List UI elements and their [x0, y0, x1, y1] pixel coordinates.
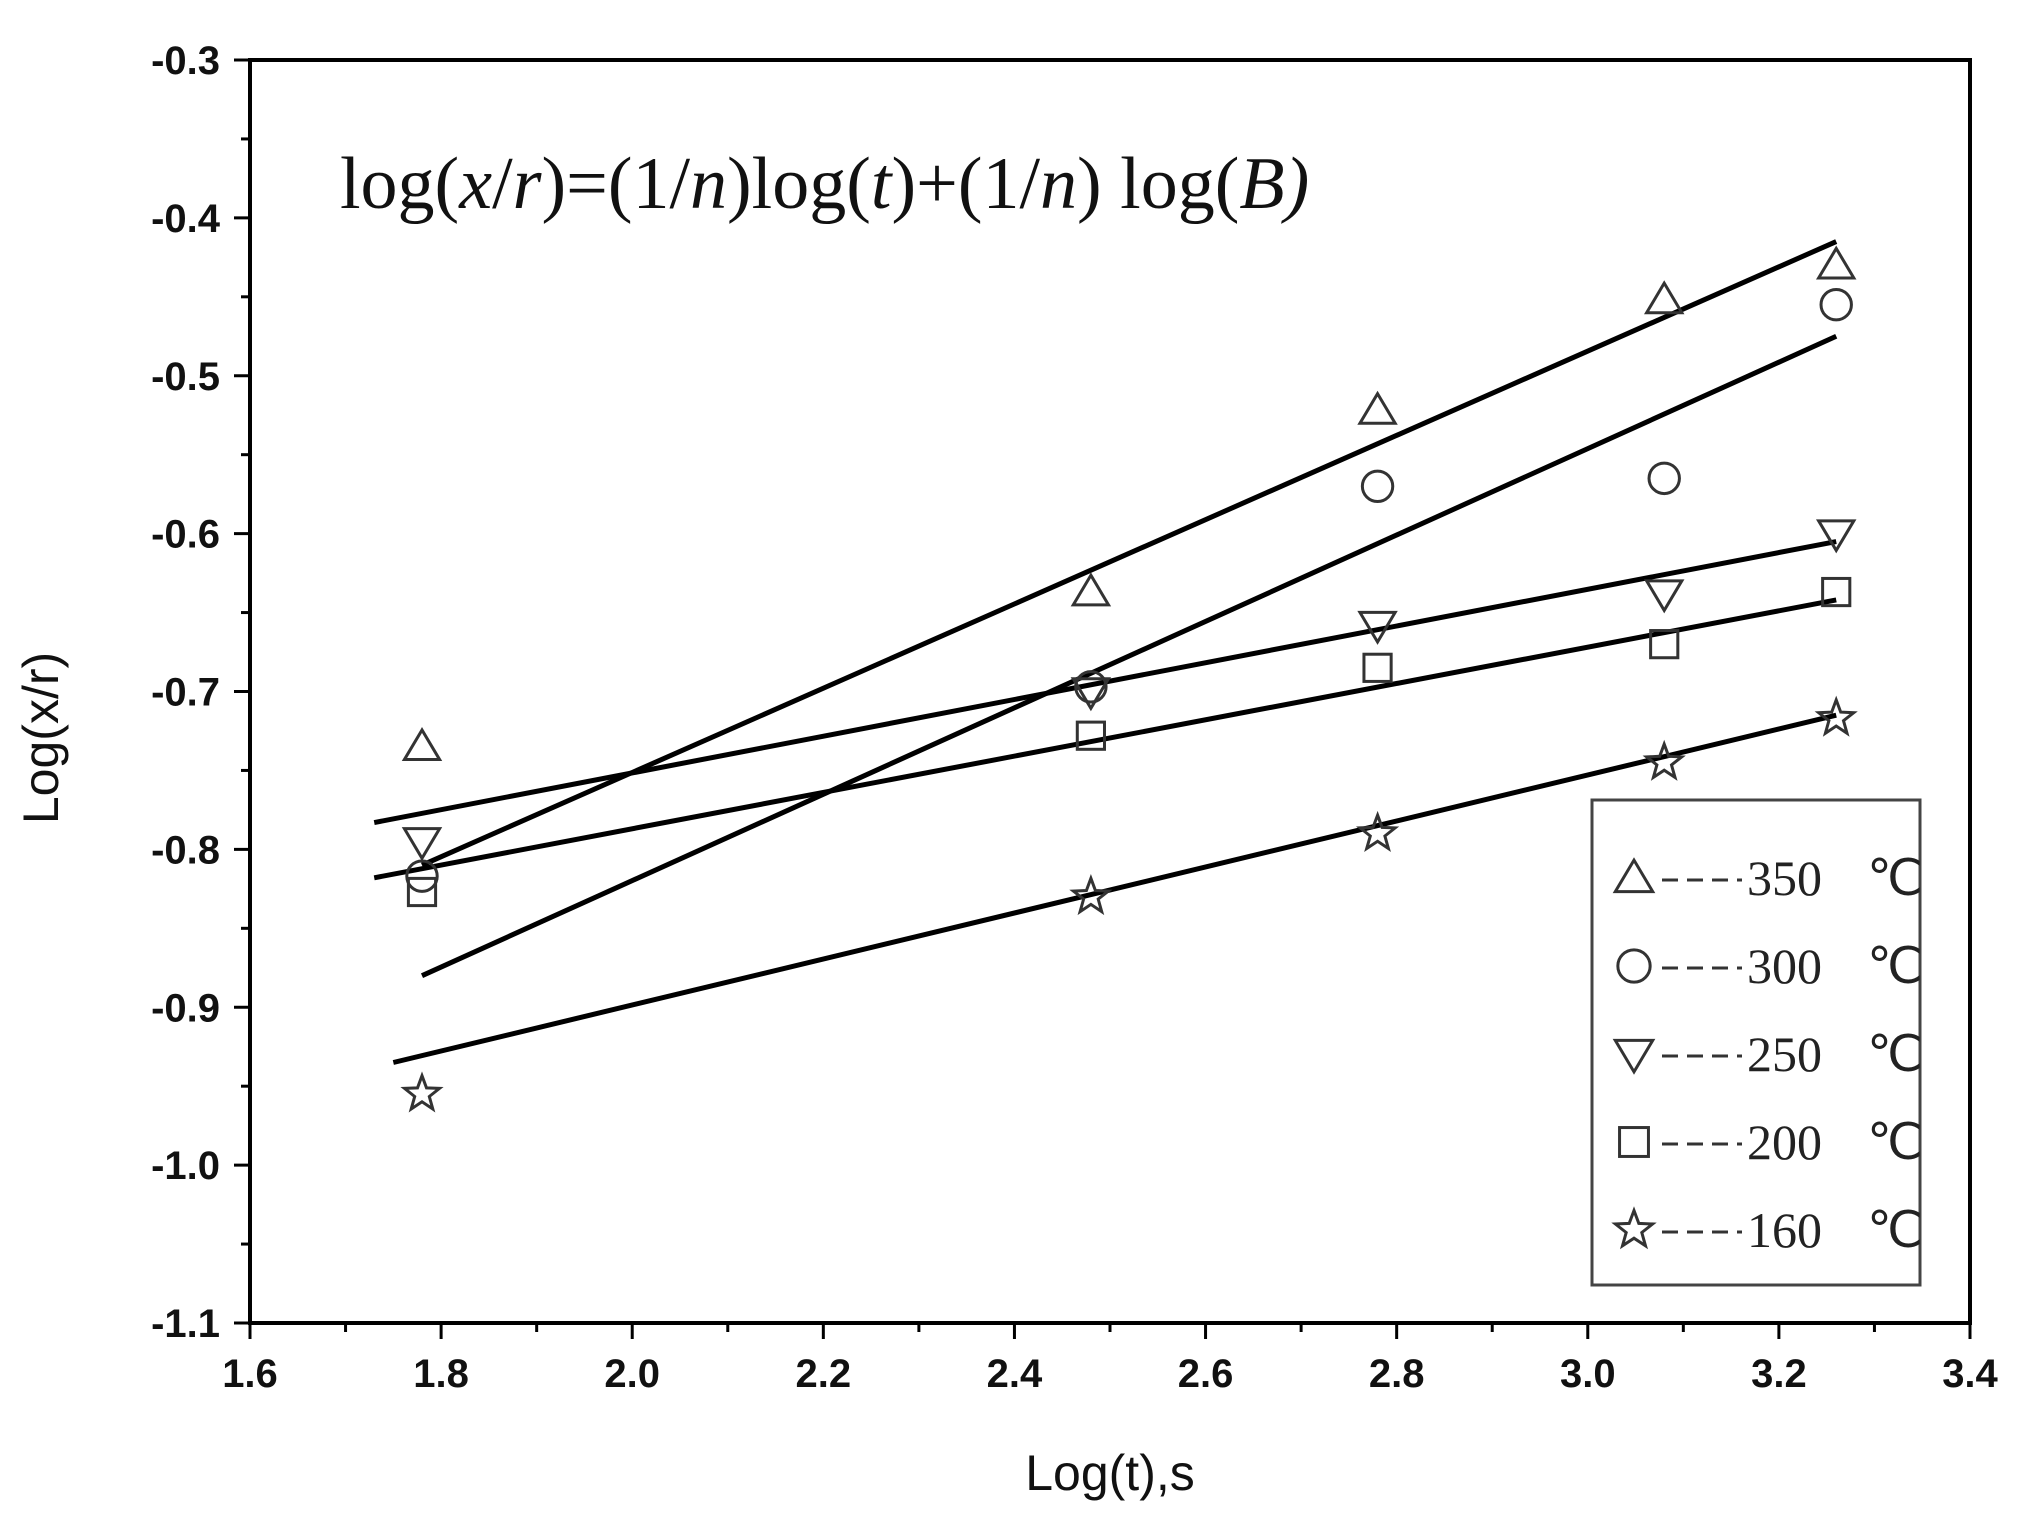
- equation-part: x: [458, 143, 492, 225]
- equation-part: )=(1/: [541, 143, 690, 225]
- legend-label: 200: [1747, 1114, 1822, 1170]
- legend-label: 160: [1747, 1202, 1822, 1258]
- data-markers: [400, 245, 1858, 1113]
- fit-line-350: [420, 239, 1838, 868]
- data-point-300: [1819, 288, 1853, 322]
- data-point-200: [406, 876, 438, 908]
- y-tick-label: -0.9: [151, 986, 220, 1030]
- y-tick-label: -0.3: [151, 39, 220, 83]
- equation-part: )log(: [727, 143, 871, 225]
- equation-annotation: log(x/r)=(1/n)log(t)+(1/n) log(B): [340, 143, 1309, 225]
- legend-label: 350: [1747, 850, 1822, 906]
- data-point-300: [1647, 461, 1681, 496]
- equation-part: n: [1040, 143, 1077, 225]
- data-point-250: [1070, 677, 1112, 712]
- legend-item-300: 300 ℃: [1616, 938, 1923, 994]
- axes: 1.6 1.8 2.0 2.2 2.4 2.6 2.8 3.0 3.2 3.4 -0.3 -0.4 -0…: [151, 39, 1998, 1396]
- fit-line-160: [392, 712, 1837, 1065]
- equation-part: /: [492, 143, 513, 225]
- data-point-250: [401, 827, 443, 862]
- data-point-300: [1360, 469, 1395, 503]
- data-point-350: [401, 727, 443, 762]
- x-tick-label: 2.0: [604, 1352, 660, 1396]
- data-point-350: [1357, 390, 1398, 425]
- y-tick-label: -0.7: [151, 671, 220, 715]
- x-tick-label: 3.4: [1942, 1352, 1998, 1396]
- y-tick-label: -1.0: [151, 1144, 220, 1188]
- legend-label: 250: [1747, 1026, 1822, 1082]
- legend-item-250: 250 ℃: [1612, 1026, 1923, 1082]
- data-point-200: [1821, 576, 1852, 608]
- legend-item-350: 350 ℃: [1612, 850, 1923, 906]
- equation-part: n: [690, 143, 727, 225]
- data-point-200: [1362, 652, 1393, 683]
- x-tick-label: 3.0: [1560, 1352, 1616, 1396]
- legend-marker-300: [1616, 948, 1652, 984]
- fit-line-300: [420, 334, 1838, 978]
- x-tick-label: 2.4: [987, 1352, 1043, 1396]
- data-point-300: [1074, 670, 1108, 704]
- data-point-250: [1643, 579, 1685, 614]
- equation-part: B): [1239, 143, 1309, 225]
- x-tick-label: 1.8: [413, 1352, 469, 1396]
- legend-marker-200: [1618, 1126, 1650, 1158]
- x-tick-label: 2.2: [796, 1352, 852, 1396]
- equation-part: log(: [340, 143, 459, 225]
- data-point-250: [1357, 610, 1398, 645]
- legend-unit: ℃: [1867, 1026, 1923, 1082]
- legend-unit: ℃: [1867, 1114, 1923, 1170]
- legend: 350 ℃ 300 ℃ 250 ℃ 200 ℃ 160 ℃: [1590, 798, 1923, 1287]
- data-point-160: [400, 1071, 444, 1113]
- y-tick-label: -0.8: [151, 828, 220, 872]
- equation-part: r: [513, 143, 543, 225]
- x-tick-label: 1.6: [222, 1352, 278, 1396]
- data-point-160: [1814, 695, 1858, 737]
- data-point-300: [405, 859, 439, 893]
- x-tick-label: 2.6: [1178, 1352, 1234, 1396]
- data-point-160: [1355, 810, 1400, 852]
- data-point-350: [1643, 280, 1685, 315]
- data-point-250: [1815, 519, 1857, 554]
- data-point-350: [1070, 572, 1112, 607]
- y-axis-title: Log(x/r): [13, 652, 69, 824]
- legend-unit: ℃: [1867, 1202, 1923, 1258]
- y-tick-label: -0.4: [151, 197, 221, 241]
- legend-marker-160: [1611, 1206, 1657, 1250]
- legend-label: 300: [1747, 938, 1822, 994]
- y-tick-label: -1.1: [151, 1302, 220, 1346]
- x-tick-label: 2.8: [1369, 1352, 1425, 1396]
- data-point-160: [1642, 739, 1686, 781]
- data-point-160: [1069, 873, 1113, 916]
- data-point-200: [1649, 629, 1680, 660]
- legend-marker-350: [1612, 857, 1656, 894]
- legend-unit: ℃: [1867, 938, 1923, 994]
- legend-item-160: 160 ℃: [1611, 1202, 1923, 1258]
- equation-part: )+(1/: [891, 143, 1040, 225]
- y-tick-label: -0.6: [151, 513, 220, 557]
- equation-part: t: [871, 143, 894, 225]
- equation-part: ) log(: [1077, 143, 1239, 225]
- data-point-350: [1815, 245, 1857, 280]
- y-tick-label: -0.5: [151, 355, 220, 399]
- x-axis-title: Log(t),s: [1025, 1445, 1195, 1501]
- data-point-200: [1075, 720, 1106, 751]
- legend-item-200: 200 ℃: [1618, 1114, 1923, 1170]
- legend-marker-250: [1612, 1038, 1656, 1075]
- legend-unit: ℃: [1867, 850, 1923, 906]
- x-tick-label: 3.2: [1751, 1352, 1807, 1396]
